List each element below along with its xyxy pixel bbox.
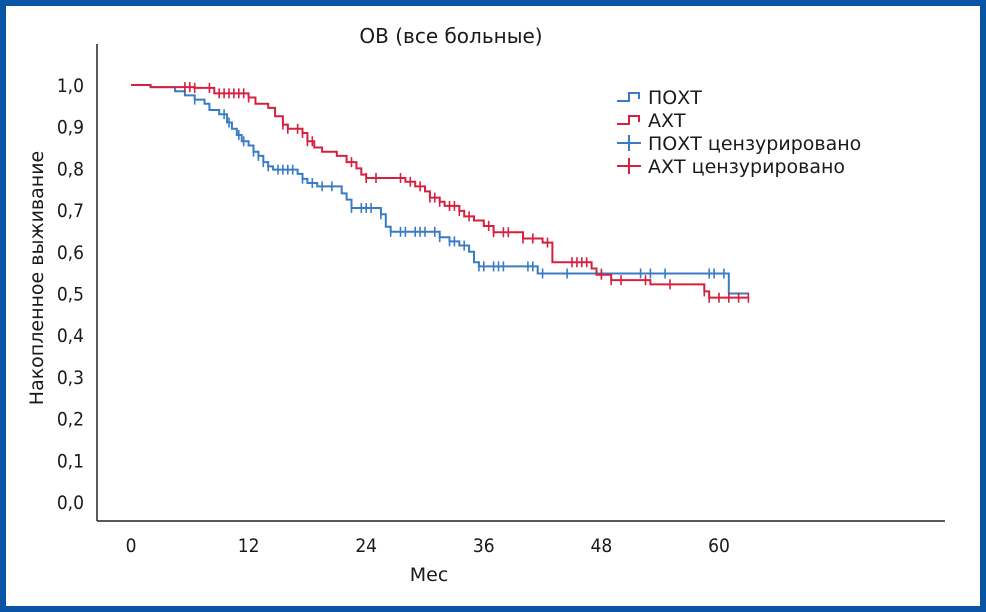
x-tick-label: 36 xyxy=(473,535,495,557)
series-group xyxy=(131,82,750,303)
x-tick-label: 0 xyxy=(126,535,137,557)
chart-title: ОВ (все больные) xyxy=(359,24,542,48)
legend-step-icon xyxy=(617,115,640,125)
series-pokht xyxy=(131,84,749,295)
y-tick-labels: 0,0 0,1 0,2 0,3 0,4 0,5 0,6 0,7 0,8 0,9 1,0 xyxy=(57,75,84,514)
legend-label: ПОХТ xyxy=(648,87,702,109)
y-tick-label: 0,5 xyxy=(57,284,84,306)
survival-curve-line xyxy=(131,84,749,299)
y-tick-label: 0,0 xyxy=(57,492,84,514)
x-axis-title: Мес xyxy=(410,564,449,586)
y-axis-title: Накопленное выживание xyxy=(26,151,48,405)
y-tick-label: 0,4 xyxy=(57,325,84,347)
x-tick-label: 60 xyxy=(708,535,730,557)
x-tick-label: 24 xyxy=(355,535,377,557)
y-tick-label: 0,2 xyxy=(57,409,84,431)
legend-item: ПОХТ цензурировано xyxy=(617,133,861,155)
legend-label: АХТ xyxy=(648,110,686,132)
legend-step-icon xyxy=(617,92,640,102)
y-tick-label: 0,1 xyxy=(57,450,84,472)
x-tick-labels: 0 12 24 36 48 60 xyxy=(126,535,730,557)
y-tick-label: 0,3 xyxy=(57,367,84,389)
axes xyxy=(96,44,945,522)
legend-label: ПОХТ цензурировано xyxy=(648,133,861,155)
legend-item: ПОХТ xyxy=(617,87,702,109)
x-tick-label: 48 xyxy=(591,535,613,557)
series-akht xyxy=(131,82,750,303)
legend-label: АХТ цензурировано xyxy=(648,156,845,178)
y-tick-label: 0,7 xyxy=(57,200,84,222)
legend-item: АХТ xyxy=(617,110,686,132)
x-tick-label: 12 xyxy=(238,535,260,557)
y-tick-label: 1,0 xyxy=(57,75,84,97)
y-tick-label: 0,6 xyxy=(57,242,84,264)
y-tick-label: 0,9 xyxy=(57,117,84,139)
legend-item: АХТ цензурировано xyxy=(617,156,845,178)
survival-curve-line xyxy=(131,84,749,295)
y-tick-label: 0,8 xyxy=(57,158,84,180)
